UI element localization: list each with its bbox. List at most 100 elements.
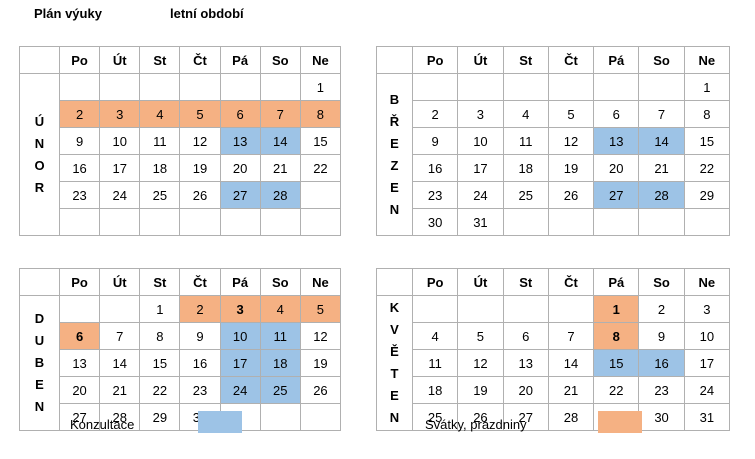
- day-cell: 16: [58, 154, 101, 182]
- weekday-header: Ne: [683, 268, 731, 296]
- day-cell: 29: [683, 181, 731, 209]
- day-cell: 17: [457, 154, 504, 182]
- day-cell: 23: [638, 376, 685, 404]
- day-cell: [58, 208, 101, 236]
- day-cell: 7: [99, 322, 141, 350]
- month-letter: R: [34, 179, 45, 195]
- day-cell: 16: [638, 349, 685, 377]
- day-cell: [593, 73, 640, 101]
- day-cell: 19: [179, 154, 221, 182]
- day-cell: 9: [638, 322, 685, 350]
- weekday-header: Čt: [547, 268, 595, 296]
- day-cell: 2: [638, 295, 685, 323]
- day-cell: 23: [411, 181, 459, 209]
- day-cell: 24: [219, 376, 261, 404]
- month-letter: N: [34, 135, 45, 151]
- day-cell: 16: [179, 349, 221, 377]
- day-cell: 6: [58, 322, 101, 350]
- day-cell: 15: [139, 349, 181, 377]
- day-cell: 9: [411, 127, 459, 155]
- day-cell: 12: [179, 127, 221, 155]
- legend-consultation-label: Konzultace: [70, 417, 135, 432]
- day-cell: 11: [139, 127, 181, 155]
- day-cell: 31: [683, 403, 731, 431]
- day-cell: 14: [638, 127, 685, 155]
- day-cell: 15: [593, 349, 640, 377]
- day-cell: [299, 403, 342, 431]
- day-cell: 4: [411, 322, 459, 350]
- month-letter: D: [34, 311, 45, 326]
- day-cell: [259, 403, 301, 431]
- weekday-header: Čt: [179, 46, 221, 74]
- weekday-header: Út: [99, 46, 141, 74]
- day-cell: [638, 208, 685, 236]
- weekday-header: Po: [411, 46, 459, 74]
- day-cell: 3: [457, 100, 504, 128]
- day-cell: 12: [299, 322, 342, 350]
- day-cell: 31: [457, 208, 504, 236]
- day-cell: [179, 208, 221, 236]
- day-cell: 28: [547, 403, 595, 431]
- day-cell: [58, 73, 101, 101]
- day-cell: 14: [99, 349, 141, 377]
- day-cell: 27: [58, 403, 101, 431]
- day-cell: 10: [219, 322, 261, 350]
- legend-holiday-label: Svátky, prázdniny: [425, 417, 527, 432]
- weekday-header: Út: [457, 268, 504, 296]
- day-cell: 5: [547, 100, 595, 128]
- day-cell: 13: [593, 127, 640, 155]
- day-cell: 7: [259, 100, 301, 128]
- day-cell: 26: [547, 181, 595, 209]
- day-cell: 7: [638, 100, 685, 128]
- day-cell: 1: [139, 295, 181, 323]
- month-letter: E: [390, 179, 399, 195]
- corner-cell: [19, 46, 60, 74]
- day-cell: 26: [299, 376, 342, 404]
- weekday-header: St: [502, 268, 549, 296]
- day-cell: 21: [259, 154, 301, 182]
- day-cell: 12: [457, 349, 504, 377]
- day-cell: 25: [502, 181, 549, 209]
- day-cell: 30: [411, 208, 459, 236]
- page-subtitle: letní období: [170, 6, 244, 21]
- month-letter: U: [34, 333, 45, 348]
- day-cell: 19: [547, 154, 595, 182]
- day-cell: 3: [219, 295, 261, 323]
- weekday-header: So: [638, 268, 685, 296]
- month-letter: B: [34, 355, 45, 370]
- day-cell: 28: [99, 403, 141, 431]
- day-cell: [683, 208, 731, 236]
- weekday-header: St: [502, 46, 549, 74]
- day-cell: [299, 208, 342, 236]
- day-cell: 13: [219, 127, 261, 155]
- day-cell: 5: [179, 100, 221, 128]
- day-cell: 18: [411, 376, 459, 404]
- day-cell: 17: [683, 349, 731, 377]
- month-letter: N: [389, 410, 400, 425]
- day-cell: 2: [411, 100, 459, 128]
- month-letter: N: [389, 201, 400, 217]
- day-cell: 16: [411, 154, 459, 182]
- day-cell: [99, 295, 141, 323]
- day-cell: 4: [259, 295, 301, 323]
- day-cell: [457, 73, 504, 101]
- day-cell: [502, 295, 549, 323]
- day-cell: 27: [593, 181, 640, 209]
- day-cell: [139, 208, 181, 236]
- day-cell: 14: [259, 127, 301, 155]
- day-cell: 17: [219, 349, 261, 377]
- day-cell: 9: [58, 127, 101, 155]
- day-cell: 22: [593, 376, 640, 404]
- calendar-kveten: Po Út St Čt Pá So Ne K V Ě T E N 1 2 3 4 5 6 7 8 9 10 11 12 13 14 1…: [376, 268, 731, 431]
- day-cell: 27: [502, 403, 549, 431]
- day-cell: [457, 295, 504, 323]
- weekday-header: St: [139, 46, 181, 74]
- day-cell: [502, 208, 549, 236]
- day-cell: [219, 73, 261, 101]
- day-cell: 26: [179, 181, 221, 209]
- weekday-header: So: [638, 46, 685, 74]
- legend-consultation-swatch: [198, 411, 242, 433]
